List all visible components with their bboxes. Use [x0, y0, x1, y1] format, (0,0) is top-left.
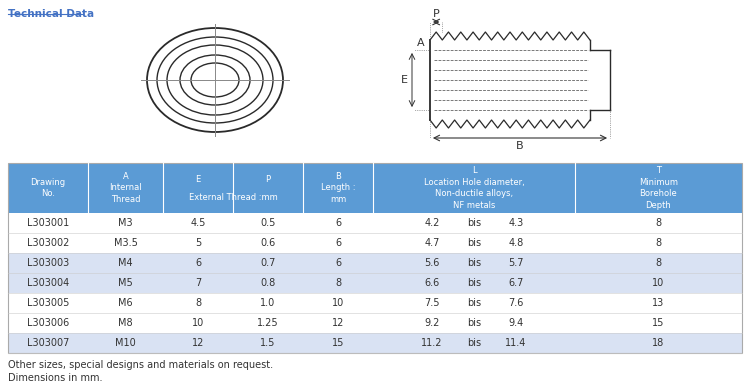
Text: 5.6: 5.6 [424, 258, 439, 268]
Text: 8: 8 [335, 278, 341, 288]
Text: 4.5: 4.5 [190, 218, 206, 228]
Bar [8, 273, 742, 293]
Text: 10: 10 [192, 318, 204, 328]
Text: bis: bis [467, 238, 481, 248]
Text: Dimensions in mm.: Dimensions in mm. [8, 373, 103, 383]
Text: M4: M4 [118, 258, 133, 268]
Text: 9.2: 9.2 [424, 318, 439, 328]
Text: E: E [195, 174, 201, 184]
Text: 4.3: 4.3 [509, 218, 524, 228]
Text: 8: 8 [195, 298, 201, 308]
Text: bis: bis [467, 298, 481, 308]
Text: 1.0: 1.0 [260, 298, 276, 308]
Text: 11.2: 11.2 [422, 338, 442, 348]
Text: 10: 10 [332, 298, 344, 308]
Text: L303003: L303003 [27, 258, 69, 268]
Text: M3.5: M3.5 [113, 238, 137, 248]
Text: 0.8: 0.8 [260, 278, 276, 288]
Text: Technical Data: Technical Data [8, 9, 94, 19]
Text: 6: 6 [335, 258, 341, 268]
Text: M10: M10 [116, 338, 136, 348]
Text: 8: 8 [656, 258, 662, 268]
Text: P: P [433, 9, 439, 19]
Text: M8: M8 [118, 318, 133, 328]
Text: 4.8: 4.8 [509, 238, 524, 248]
Text: bis: bis [467, 278, 481, 288]
Bar [8, 313, 742, 333]
Text: 6: 6 [195, 258, 201, 268]
Text: 11.4: 11.4 [506, 338, 526, 348]
Text: 7.5: 7.5 [424, 298, 439, 308]
Text: 6.6: 6.6 [424, 278, 439, 288]
Text: 4.7: 4.7 [424, 238, 439, 248]
Text: 13: 13 [652, 298, 664, 308]
Bar [8, 333, 742, 353]
Bar [8, 293, 742, 313]
Text: 6: 6 [335, 238, 341, 248]
Text: 15: 15 [652, 318, 664, 328]
Text: L303005: L303005 [27, 298, 69, 308]
Text: 0.7: 0.7 [260, 258, 276, 268]
Text: 0.5: 0.5 [260, 218, 276, 228]
Bar [8, 233, 742, 253]
Text: A: A [417, 38, 425, 48]
Bar [8, 163, 742, 353]
Text: 0.6: 0.6 [260, 238, 276, 248]
Text: T
Minimum
Borehole
Depth: T Minimum Borehole Depth [639, 166, 678, 210]
Text: 5: 5 [195, 238, 201, 248]
Text: L303002: L303002 [27, 238, 69, 248]
Text: 6: 6 [335, 218, 341, 228]
Text: bis: bis [467, 318, 481, 328]
Text: M6: M6 [118, 298, 133, 308]
Text: bis: bis [467, 218, 481, 228]
Text: 1.25: 1.25 [257, 318, 279, 328]
Text: E: E [401, 75, 408, 85]
Text: 1.5: 1.5 [260, 338, 276, 348]
Text: 8: 8 [656, 218, 662, 228]
Text: 5.7: 5.7 [509, 258, 524, 268]
Text: 18: 18 [652, 338, 664, 348]
Text: B: B [516, 141, 524, 151]
Text: 10: 10 [652, 278, 664, 288]
Text: 15: 15 [332, 338, 344, 348]
Text: L303004: L303004 [27, 278, 69, 288]
Text: B
Length :
mm: B Length : mm [321, 172, 356, 204]
Text: 12: 12 [192, 338, 204, 348]
Text: L303007: L303007 [27, 338, 69, 348]
Text: 9.4: 9.4 [509, 318, 524, 328]
Text: 6.7: 6.7 [509, 278, 524, 288]
Text: External Thread :mm: External Thread :mm [189, 192, 278, 201]
Bar [8, 213, 742, 233]
Text: bis: bis [467, 258, 481, 268]
Text: Drawing
No.: Drawing No. [31, 178, 65, 198]
Text: 7.6: 7.6 [509, 298, 524, 308]
Text: A
Internal
Thread: A Internal Thread [110, 172, 142, 204]
Text: 7: 7 [195, 278, 201, 288]
Text: 8: 8 [656, 238, 662, 248]
Text: Other sizes, special designs and materials on request.: Other sizes, special designs and materia… [8, 360, 273, 370]
Text: 12: 12 [332, 318, 344, 328]
Text: L
Location Hole diameter,
Non-ductile alloys,
NF metals: L Location Hole diameter, Non-ductile al… [424, 166, 524, 210]
Bar [8, 253, 742, 273]
Text: M5: M5 [118, 278, 133, 288]
Text: L303006: L303006 [27, 318, 69, 328]
Text: 4.2: 4.2 [424, 218, 439, 228]
Text: P: P [266, 174, 271, 184]
Text: M3: M3 [118, 218, 133, 228]
Text: L303001: L303001 [27, 218, 69, 228]
Bar [8, 163, 742, 213]
Text: bis: bis [467, 338, 481, 348]
